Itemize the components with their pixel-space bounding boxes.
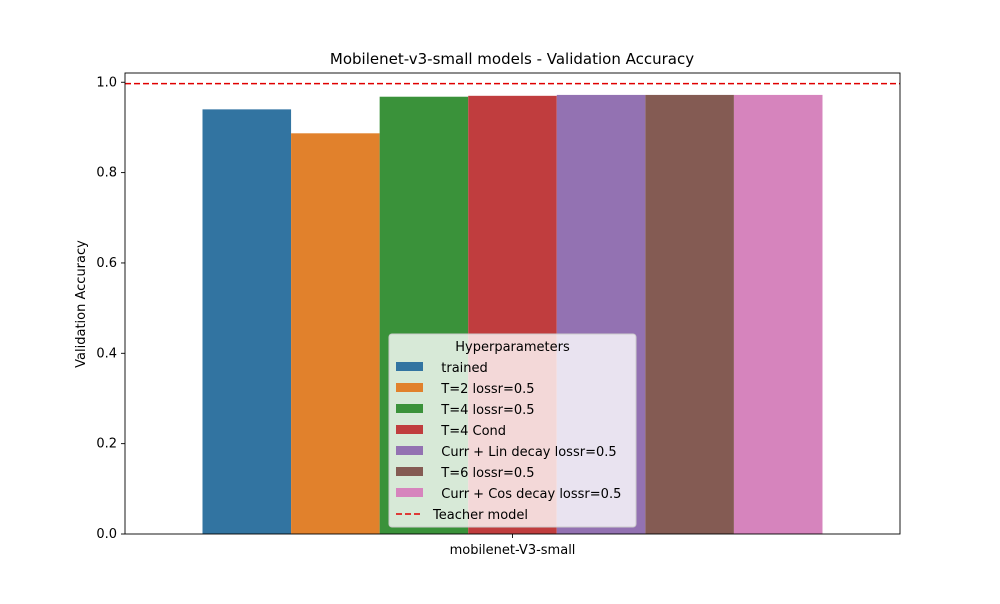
legend-label-3: T=4 lossr=0.5	[433, 403, 535, 418]
legend-label-5: Curr + Lin decay lossr=0.5	[433, 445, 617, 460]
bar-series-1	[202, 109, 292, 534]
y-tick-label: 0.6	[96, 256, 117, 271]
x-tick-label: mobilenet-V3-small	[450, 543, 576, 558]
y-tick-label: 0.2	[96, 437, 117, 452]
y-tick-label: 0.4	[96, 346, 117, 361]
legend-swatch-7	[396, 488, 423, 497]
legend-swatch-1	[396, 362, 423, 371]
y-axis-label: Validation Accuracy	[74, 240, 89, 368]
legend-label-1: trained	[433, 361, 488, 376]
legend-label-teacher: Teacher model	[432, 508, 528, 523]
axes-layer: 0.0 0.2 0.4 0.6 0.8 1.0 mobilenet-V3-small	[96, 75, 575, 558]
chart-title: Mobilenet-v3-small models - Validation A…	[330, 50, 694, 68]
legend-swatch-6	[396, 467, 423, 476]
legend-title: Hyperparameters	[455, 340, 570, 355]
legend-box	[388, 333, 637, 528]
legend-swatch-2	[396, 383, 423, 392]
legend-label-4: T=4 Cond	[433, 424, 506, 439]
y-tick-label: 1.0	[96, 75, 117, 90]
bar-series-2	[291, 133, 380, 535]
legend-label-7: Curr + Cos decay lossr=0.5	[433, 487, 621, 502]
y-tick-label: 0.8	[96, 166, 117, 181]
legend[interactable]: Hyperparameters trained T=2 lossr=0.5 T=…	[388, 333, 637, 528]
legend-swatch-4	[396, 425, 423, 434]
legend-swatch-3	[396, 404, 423, 413]
legend-label-6: T=6 lossr=0.5	[433, 466, 535, 481]
y-tick-label: 0.0	[96, 527, 117, 542]
legend-label-2: T=2 lossr=0.5	[433, 382, 535, 397]
bar-series-7	[733, 94, 823, 534]
bar-series-6	[645, 94, 734, 534]
legend-swatch-5	[396, 446, 423, 455]
